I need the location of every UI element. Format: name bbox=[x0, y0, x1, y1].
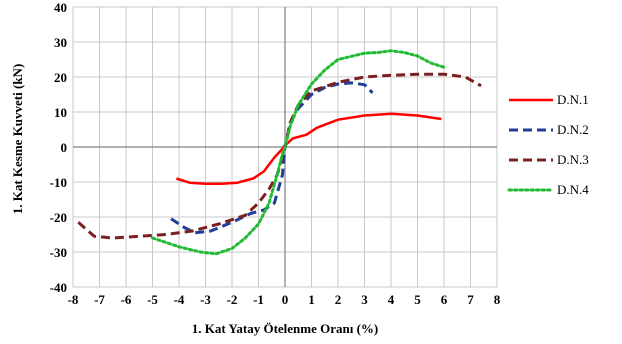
x-tick-label: -7 bbox=[94, 292, 105, 307]
legend-item: D.N.2 bbox=[509, 122, 589, 137]
legend-item: D.N.3 bbox=[509, 152, 589, 167]
legend-label: D.N.4 bbox=[557, 182, 589, 197]
legend-label: D.N.2 bbox=[557, 122, 589, 137]
x-tick-label: 3 bbox=[361, 292, 368, 307]
y-tick-label: 0 bbox=[61, 140, 68, 155]
y-tick-label: 40 bbox=[54, 0, 67, 15]
series-layer bbox=[77, 49, 482, 256]
x-tick-label: 8 bbox=[494, 292, 501, 307]
y-tick-label: -10 bbox=[50, 175, 67, 190]
y-axis-title: 1. Kat Kesme Kuvveti (kN) bbox=[10, 64, 25, 215]
series-line-d-n-2 bbox=[170, 81, 374, 235]
x-tick-label: -3 bbox=[200, 292, 211, 307]
x-tick-label: -1 bbox=[253, 292, 264, 307]
x-tick-label: 4 bbox=[388, 292, 395, 307]
x-tick-label: 6 bbox=[441, 292, 448, 307]
legend: D.N.1 D.N.2 D.N.3 D.N.4 bbox=[507, 92, 589, 197]
x-tick-label: 2 bbox=[335, 292, 342, 307]
y-tick-label: 30 bbox=[54, 35, 67, 50]
legend-item: D.N.4 bbox=[507, 182, 589, 197]
x-tick-label: 7 bbox=[467, 292, 474, 307]
x-tick-label: -8 bbox=[68, 292, 79, 307]
x-tick-label: 5 bbox=[414, 292, 421, 307]
x-tick-label: -4 bbox=[174, 292, 185, 307]
x-tick-label: 1 bbox=[308, 292, 315, 307]
legend-label: D.N.1 bbox=[557, 92, 589, 107]
y-tick-label: -30 bbox=[50, 245, 67, 260]
series-line-d-n-4 bbox=[151, 49, 446, 256]
x-tick-label: -2 bbox=[227, 292, 238, 307]
y-tick-label: 20 bbox=[54, 70, 67, 85]
legend-item: D.N.1 bbox=[509, 92, 589, 107]
x-tick-label: -6 bbox=[121, 292, 132, 307]
legend-label: D.N.3 bbox=[557, 152, 589, 167]
x-tick-label: -5 bbox=[147, 292, 158, 307]
y-tick-label: -20 bbox=[50, 210, 67, 225]
x-tick-label: 0 bbox=[282, 292, 289, 307]
x-axis-title: 1. Kat Yatay Ötelenme Oranı (%) bbox=[192, 321, 379, 336]
y-tick-label: -40 bbox=[50, 280, 67, 295]
y-tick-label: 10 bbox=[54, 105, 67, 120]
